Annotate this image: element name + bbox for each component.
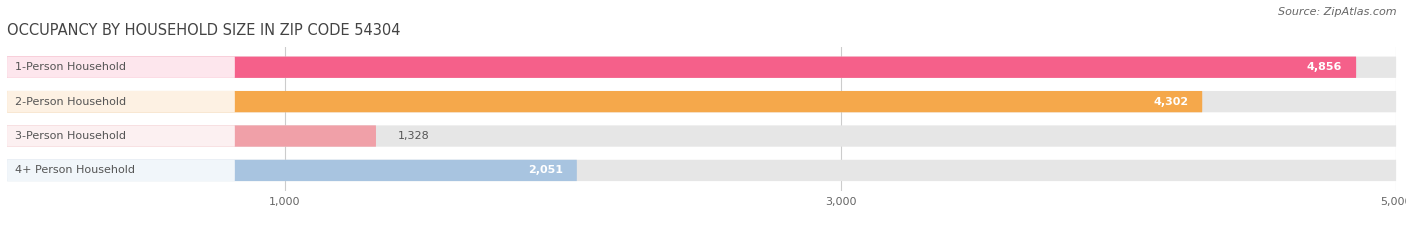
FancyBboxPatch shape — [7, 125, 375, 147]
Text: 4,302: 4,302 — [1153, 97, 1188, 107]
FancyBboxPatch shape — [7, 57, 1396, 78]
Text: 2,051: 2,051 — [529, 165, 562, 175]
FancyBboxPatch shape — [7, 91, 1396, 112]
FancyBboxPatch shape — [7, 125, 1396, 147]
FancyBboxPatch shape — [7, 160, 1396, 181]
Text: 4,856: 4,856 — [1308, 62, 1343, 72]
FancyBboxPatch shape — [7, 91, 235, 112]
FancyBboxPatch shape — [7, 57, 235, 78]
Text: 1-Person Household: 1-Person Household — [15, 62, 127, 72]
FancyBboxPatch shape — [7, 57, 1357, 78]
Text: 4+ Person Household: 4+ Person Household — [15, 165, 135, 175]
Text: OCCUPANCY BY HOUSEHOLD SIZE IN ZIP CODE 54304: OCCUPANCY BY HOUSEHOLD SIZE IN ZIP CODE … — [7, 24, 401, 38]
Text: 3-Person Household: 3-Person Household — [15, 131, 127, 141]
FancyBboxPatch shape — [7, 125, 235, 147]
FancyBboxPatch shape — [7, 91, 1202, 112]
Text: 2-Person Household: 2-Person Household — [15, 97, 127, 107]
Text: 1,328: 1,328 — [398, 131, 430, 141]
FancyBboxPatch shape — [7, 160, 576, 181]
Text: Source: ZipAtlas.com: Source: ZipAtlas.com — [1278, 7, 1396, 17]
FancyBboxPatch shape — [7, 160, 235, 181]
